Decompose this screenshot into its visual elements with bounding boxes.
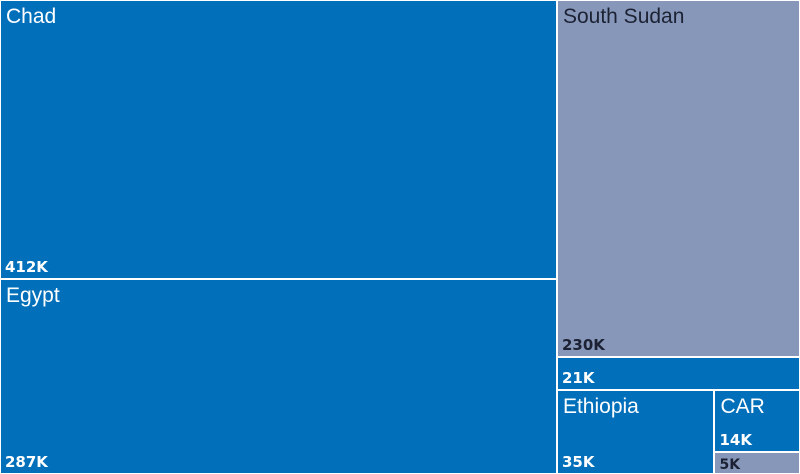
tile-value-label: 35K (561, 452, 595, 471)
tile-value-label: 287K (5, 452, 48, 471)
tile-value-label: 21K (561, 369, 595, 388)
tile-name-label: Chad (6, 5, 57, 28)
tile-value-label: 5K (719, 456, 741, 473)
treemap-tile-egypt: Egypt 287K (0, 279, 557, 474)
tile-value-label: 412K (5, 258, 48, 277)
treemap-tile-ethiopia: Ethiopia 35K (556, 390, 715, 474)
tile-value-label: 230K (561, 336, 605, 355)
tile-name-label: Ethiopia (562, 395, 639, 419)
treemap-tile-item-5k: 5K (714, 451, 800, 474)
treemap-tile-chad: Chad 412K (0, 0, 557, 280)
treemap-tile-south-sudan: South Sudan 230K (556, 0, 800, 358)
tile-name-label: South Sudan (562, 5, 685, 28)
treemap-tile-car: CAR 14K (714, 390, 800, 452)
treemap-tile-item-21k: 21K (556, 357, 800, 391)
tile-value-label: 14K (719, 430, 752, 449)
tile-name-label: CAR (720, 395, 765, 419)
tile-name-label: Egypt (6, 284, 60, 308)
